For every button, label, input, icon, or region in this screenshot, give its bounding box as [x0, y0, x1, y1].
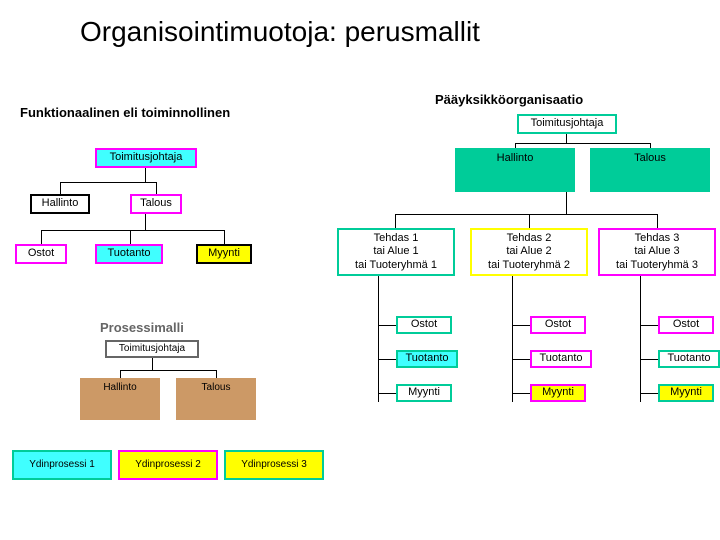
connector-line — [60, 182, 157, 183]
section-functional-label: Funktionaalinen eli toiminnollinen — [20, 105, 230, 120]
section-process-label: Prosessimalli — [100, 320, 184, 335]
page-title: Organisointimuotoja: perusmallit — [80, 15, 480, 49]
connector-line — [640, 325, 658, 326]
connector-line — [120, 370, 121, 378]
org-node-f_hall: Hallinto — [30, 194, 90, 214]
org-node-u3_t: Tuotanto — [658, 350, 720, 368]
connector-line — [512, 276, 513, 402]
org-node-f_tuot: Tuotanto — [95, 244, 163, 264]
org-node-p_y2: Ydinprosessi 2 — [118, 450, 218, 480]
org-node-u_tal: Talous — [590, 148, 710, 192]
connector-line — [657, 214, 658, 228]
org-node-u2_o: Ostot — [530, 316, 586, 334]
connector-line — [395, 214, 658, 215]
org-node-u_ceo: Toimitusjohtaja — [517, 114, 617, 134]
org-node-u3_m: Myynti — [658, 384, 714, 402]
org-node-u_t3: Tehdas 3 tai Alue 3 tai Tuoteryhmä 3 — [598, 228, 716, 276]
org-node-u1_m: Myynti — [396, 384, 452, 402]
connector-line — [130, 230, 131, 244]
connector-line — [152, 358, 153, 370]
connector-line — [41, 230, 42, 244]
org-node-u_t1: Tehdas 1 tai Alue 1 tai Tuoteryhmä 1 — [337, 228, 455, 276]
org-node-p_y3: Ydinprosessi 3 — [224, 450, 324, 480]
connector-line — [145, 168, 146, 182]
connector-line — [216, 370, 217, 378]
connector-line — [378, 359, 396, 360]
org-node-u3_o: Ostot — [658, 316, 714, 334]
connector-line — [41, 230, 225, 231]
connector-line — [60, 182, 61, 194]
connector-line — [378, 393, 396, 394]
connector-line — [120, 370, 217, 371]
connector-line — [512, 325, 530, 326]
org-node-u_t2: Tehdas 2 tai Alue 2 tai Tuoteryhmä 2 — [470, 228, 588, 276]
org-node-u_hall: Hallinto — [455, 148, 575, 192]
org-node-f_tal: Talous — [130, 194, 182, 214]
connector-line — [156, 182, 157, 194]
org-node-f_ostot: Ostot — [15, 244, 67, 264]
org-node-p_y1: Ydinprosessi 1 — [12, 450, 112, 480]
connector-line — [640, 276, 641, 402]
connector-line — [640, 393, 658, 394]
connector-line — [529, 214, 530, 228]
connector-line — [145, 214, 146, 230]
connector-line — [378, 325, 396, 326]
connector-line — [378, 276, 379, 402]
connector-line — [640, 359, 658, 360]
connector-line — [224, 230, 225, 244]
org-node-u2_t: Tuotanto — [530, 350, 592, 368]
connector-line — [515, 143, 651, 144]
connector-line — [395, 214, 396, 228]
section-unit-label: Pääyksikköorganisaatio — [435, 92, 583, 107]
org-node-p_ceo: Toimitusjohtaja — [105, 340, 199, 358]
org-node-u2_m: Myynti — [530, 384, 586, 402]
org-node-f_myy: Myynti — [196, 244, 252, 264]
connector-line — [515, 143, 516, 148]
connector-line — [566, 192, 567, 214]
org-node-f_ceo: Toimitusjohtaja — [95, 148, 197, 168]
org-node-u1_t: Tuotanto — [396, 350, 458, 368]
connector-line — [512, 393, 530, 394]
org-node-p_tal: Talous — [176, 378, 256, 420]
connector-line — [512, 359, 530, 360]
org-node-p_hall: Hallinto — [80, 378, 160, 420]
connector-line — [650, 143, 651, 148]
org-node-u1_o: Ostot — [396, 316, 452, 334]
